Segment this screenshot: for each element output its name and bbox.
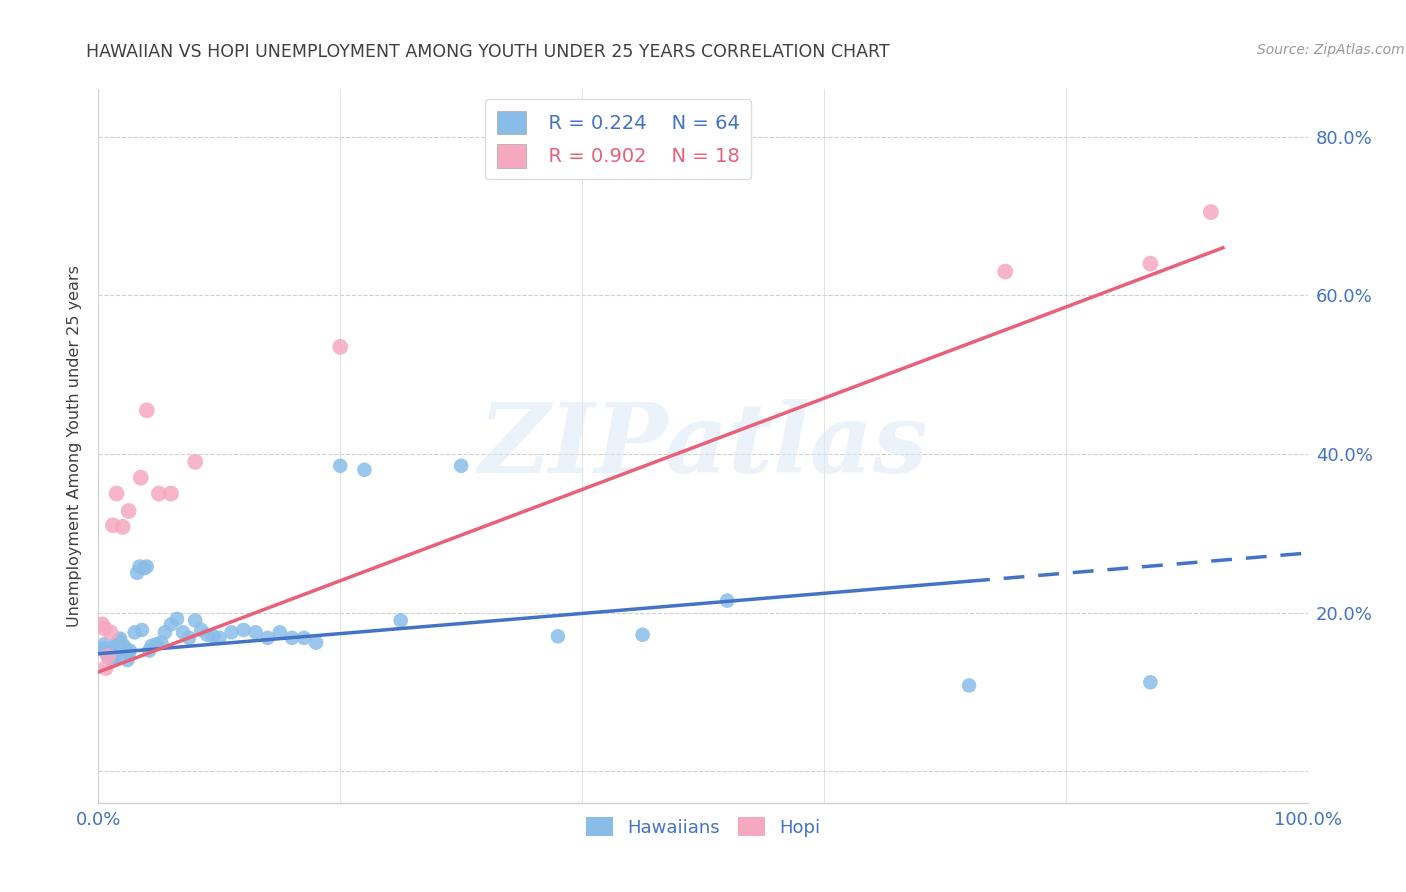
Point (118, 643, 141, 657)
Point (114, 641, 136, 656)
Point (100, 648, 122, 663)
Point (138, 643, 160, 657)
Point (96, 647, 118, 661)
Point (221, 625, 243, 640)
Point (148, 486, 170, 500)
Point (105, 486, 128, 500)
Point (329, 340, 352, 354)
Point (305, 635, 328, 649)
Point (190, 623, 212, 637)
Point (329, 458, 352, 473)
Point (184, 614, 207, 628)
Point (141, 639, 163, 653)
Point (160, 486, 183, 500)
Point (245, 625, 267, 640)
Point (91, 617, 114, 632)
Point (124, 625, 146, 640)
Point (153, 625, 176, 640)
Point (631, 628, 654, 642)
Point (957, 678, 980, 692)
Point (97, 649, 120, 664)
Point (103, 651, 125, 665)
Point (292, 631, 315, 645)
Point (145, 637, 167, 651)
Point (128, 559, 150, 574)
Point (97, 649, 120, 664)
Point (94, 645, 117, 659)
Point (93, 637, 115, 651)
Point (107, 635, 129, 649)
Point (108, 632, 131, 646)
Point (994, 264, 1017, 278)
Text: Source: ZipAtlas.com: Source: ZipAtlas.com (1257, 43, 1405, 57)
Point (135, 559, 157, 574)
Point (98, 650, 121, 665)
Point (93, 621, 115, 635)
Point (111, 642, 134, 657)
Point (112, 639, 135, 653)
Point (195, 628, 218, 642)
Point (129, 471, 152, 485)
Point (208, 631, 231, 645)
Point (103, 653, 125, 667)
Point (281, 631, 304, 645)
Point (135, 403, 157, 417)
Point (179, 631, 201, 645)
Point (256, 631, 278, 645)
Point (118, 647, 141, 661)
Point (115, 645, 138, 659)
Point (269, 625, 291, 640)
Point (127, 566, 149, 580)
Point (1139, 257, 1161, 271)
Y-axis label: Unemployment Among Youth under 25 years: Unemployment Among Youth under 25 years (67, 265, 83, 627)
Point (101, 518, 124, 533)
Point (389, 614, 412, 628)
Point (202, 629, 225, 643)
Point (172, 625, 194, 640)
Point (450, 458, 472, 473)
Point (105, 637, 128, 651)
Point (110, 643, 132, 657)
Point (131, 623, 153, 637)
Point (100, 625, 122, 640)
Point (104, 642, 127, 657)
Text: HAWAIIAN VS HOPI UNEMPLOYMENT AMONG YOUTH UNDER 25 YEARS CORRELATION CHART: HAWAIIAN VS HOPI UNEMPLOYMENT AMONG YOUT… (86, 43, 890, 61)
Point (105, 641, 128, 656)
Point (101, 649, 124, 664)
Text: ZIPatlas: ZIPatlas (478, 399, 928, 493)
Point (353, 463, 375, 477)
Point (184, 455, 207, 469)
Point (108, 633, 131, 648)
Legend: Hawaiians, Hopi: Hawaiians, Hopi (578, 810, 828, 844)
Point (716, 593, 738, 607)
Point (547, 629, 569, 643)
Point (134, 561, 156, 575)
Point (160, 617, 183, 632)
Point (108, 636, 131, 650)
Point (94, 661, 117, 675)
Point (150, 635, 173, 649)
Point (93, 641, 115, 656)
Point (232, 623, 254, 637)
Point (111, 520, 134, 534)
Point (1199, 205, 1222, 219)
Point (166, 612, 188, 626)
Point (117, 653, 139, 667)
Point (100, 651, 122, 665)
Point (1139, 675, 1161, 690)
Point (118, 504, 141, 518)
Point (100, 647, 122, 661)
